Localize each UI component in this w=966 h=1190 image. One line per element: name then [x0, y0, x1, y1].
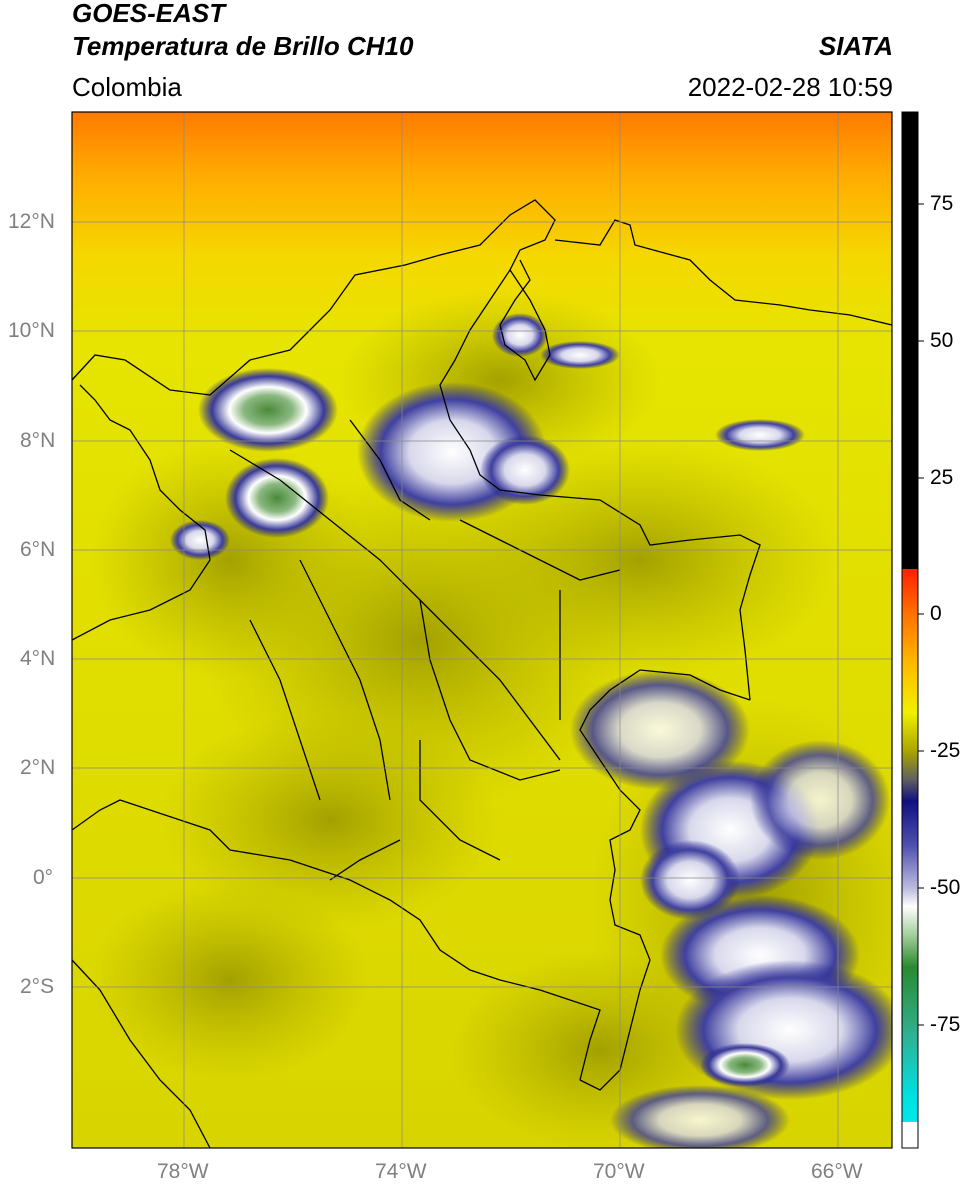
lat-label: 12°N [8, 210, 55, 233]
cloud-cluster [675, 960, 892, 1100]
lon-label: 70°W [593, 1160, 645, 1183]
map-area [72, 112, 892, 1148]
satellite-title: GOES-EAST [72, 0, 226, 28]
caribbean-coast [72, 199, 556, 396]
gridlines [72, 112, 892, 1148]
cloud-cluster [640, 840, 740, 920]
lon-label: 66°W [811, 1160, 863, 1183]
pacific-coast [72, 384, 211, 641]
olive-patch [90, 440, 370, 680]
lon-label: 74°W [375, 1160, 427, 1183]
cloud-cluster [480, 435, 570, 505]
colorbar-label: 0 [930, 602, 942, 625]
cloud-cluster [715, 419, 805, 451]
olive-patch [90, 880, 370, 1080]
venezuela-coast [554, 219, 892, 326]
region-label: Colombia [72, 72, 182, 102]
colombia-peru-border [72, 799, 601, 1081]
olive-patch [160, 710, 500, 930]
ecuador-peru-coast [72, 959, 211, 1148]
lat-label: 0° [33, 866, 54, 889]
colombia-venezuela-border [439, 269, 761, 701]
cloud-cluster [700, 1043, 790, 1087]
cloud-cluster [610, 1085, 790, 1148]
colorbar [901, 111, 924, 1149]
lat-label: 6°N [20, 538, 56, 561]
lat-label: 2°S [20, 975, 55, 998]
colorbar-label: -50 [930, 876, 961, 899]
lat-label: 4°N [20, 647, 56, 670]
boundaries [72, 199, 892, 1148]
lat-label: 2°N [20, 756, 56, 779]
lat-label: 8°N [20, 429, 56, 452]
colorbar-label: -25 [930, 739, 961, 762]
department-borders [229, 419, 621, 881]
colorbar-label: -75 [930, 1013, 961, 1036]
colorbar-label: 75 [930, 192, 954, 215]
lat-label: 10°N [8, 319, 55, 342]
colorbar-label: 25 [930, 466, 954, 489]
lon-label: 78°W [157, 1160, 209, 1183]
cloud-cluster [570, 670, 750, 790]
map-frame [71, 111, 893, 1149]
agency-label: SIATA [818, 31, 893, 61]
cloud-cluster [540, 341, 620, 369]
timestamp-label: 2022-02-28 10:59 [687, 72, 893, 102]
colorbar-label: 50 [930, 329, 954, 352]
product-title: Temperatura de Brillo CH10 [72, 31, 414, 61]
cloud-cluster [225, 458, 329, 538]
cloud-cluster [198, 368, 338, 452]
cloud-cluster [750, 740, 890, 860]
